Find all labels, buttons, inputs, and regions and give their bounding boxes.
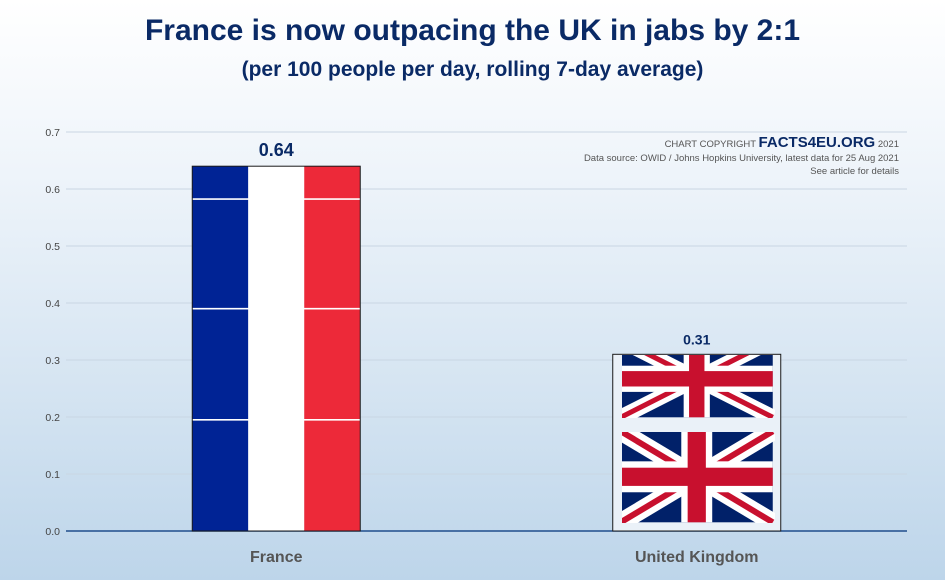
uk-cross-red [622,371,773,387]
x-category-label: France [250,549,303,566]
brand-name: FACTS4EU.ORG [758,134,876,151]
chart-title: France is now outpacing the UK in jabs b… [144,14,801,47]
y-tick-label: 0.1 [45,469,60,481]
bar-united-kingdom [612,353,782,532]
y-tick-label: 0.6 [45,184,60,196]
flag-stripe-white [248,166,305,531]
uk-cross-red [622,467,773,486]
data-label: 0.31 [683,331,710,347]
union-jack-flag [622,432,775,523]
chart-subtitle: (per 100 people per day, rolling 7-day a… [241,58,704,81]
copyright-year: 2021 [877,139,899,150]
union-jack-flag [622,355,775,418]
bar-france [191,165,361,532]
data-label: 0.64 [259,140,294,160]
y-tick-label: 0.3 [45,355,60,367]
bar-outline [612,353,782,532]
y-tick-label: 0.5 [45,241,60,253]
x-category-label: United Kingdom [635,549,759,566]
article-note: See article for details [810,166,899,177]
y-tick-label: 0.2 [45,412,60,424]
bar-outline [191,165,361,532]
y-tick-label: 0.4 [45,298,60,310]
chart-credit: CHART COPYRIGHT FACTS4EU.ORG 2021 Data s… [583,134,899,179]
y-tick-label: 0.7 [45,127,60,139]
y-tick-label: 0.0 [45,526,60,538]
flag-stripe-red [304,166,361,531]
flag-stripe-blue [192,166,249,531]
data-source: Data source: OWID / Johns Hopkins Univer… [583,152,899,164]
copyright-prefix: CHART COPYRIGHT [664,139,756,150]
